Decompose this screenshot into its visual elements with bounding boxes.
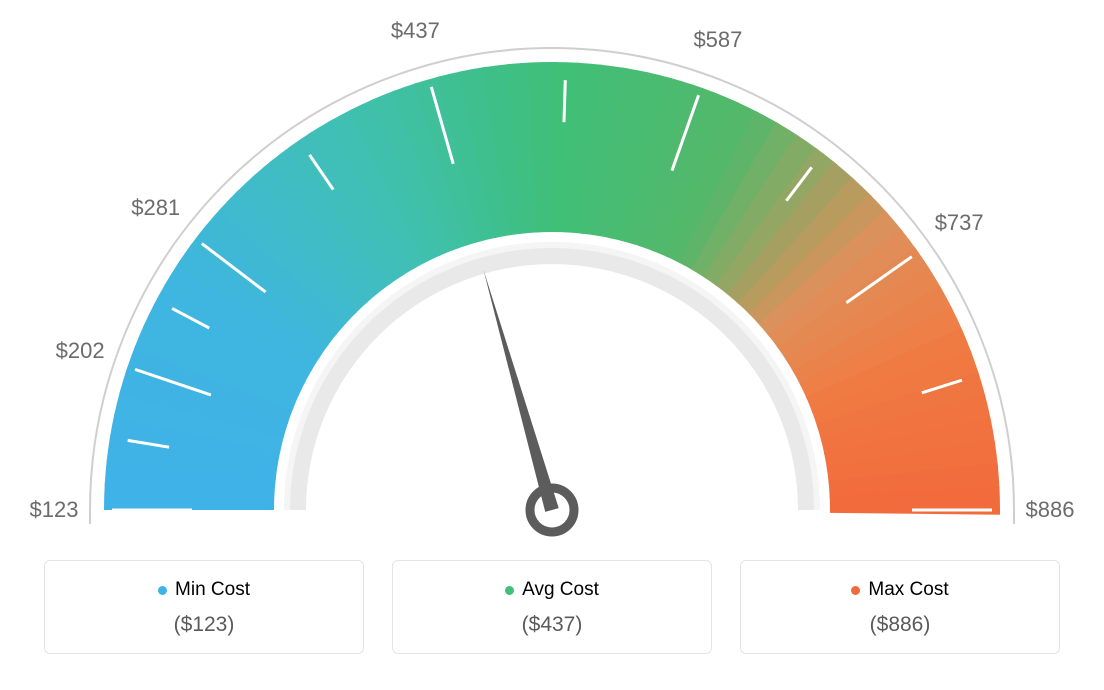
- gauge-svg: [0, 0, 1104, 560]
- gauge-tick-label: $437: [391, 18, 440, 44]
- legend-card-max: Max Cost ($886): [740, 560, 1060, 654]
- cost-gauge: $123 $202 $281 $437 $587 $737 $886: [0, 0, 1104, 560]
- legend-label-max: Max Cost: [868, 579, 948, 601]
- dot-icon: [158, 586, 167, 595]
- legend-value-min: ($123): [55, 613, 353, 637]
- legend-title-max: Max Cost: [851, 579, 948, 601]
- legend-title-min: Min Cost: [158, 579, 250, 601]
- legend-title-avg: Avg Cost: [505, 579, 599, 601]
- legend-value-avg: ($437): [403, 613, 701, 637]
- legend-label-min: Min Cost: [175, 579, 250, 601]
- gauge-tick-label: $886: [1026, 497, 1075, 523]
- gauge-tick-label: $737: [935, 210, 984, 236]
- gauge-tick-label: $123: [30, 497, 79, 523]
- legend-card-avg: Avg Cost ($437): [392, 560, 712, 654]
- dot-icon: [505, 586, 514, 595]
- legend-value-max: ($886): [751, 613, 1049, 637]
- dot-icon: [851, 586, 860, 595]
- legend-card-min: Min Cost ($123): [44, 560, 364, 654]
- gauge-tick-label: $587: [693, 27, 742, 53]
- gauge-tick-label: $202: [56, 338, 105, 364]
- legend-row: Min Cost ($123) Avg Cost ($437) Max Cost…: [0, 560, 1104, 654]
- gauge-tick-label: $281: [131, 195, 180, 221]
- legend-label-avg: Avg Cost: [522, 579, 599, 601]
